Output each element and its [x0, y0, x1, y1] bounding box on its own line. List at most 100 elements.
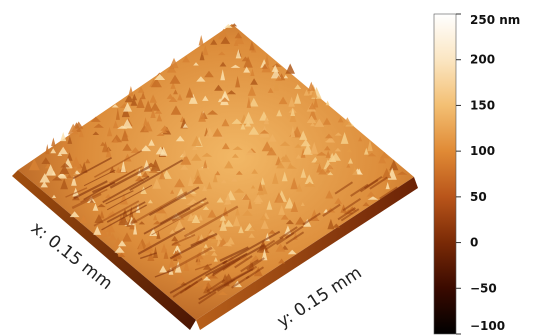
surface-peak	[169, 229, 176, 234]
surface-peak	[334, 147, 342, 152]
colorbar-tick-label: −50	[470, 281, 497, 295]
surface-peak	[118, 215, 130, 226]
surface-streak	[231, 275, 250, 289]
surface-streak	[72, 157, 113, 180]
surface-peak	[169, 74, 181, 84]
surface-streak	[198, 291, 217, 305]
surface-peak	[294, 93, 302, 104]
surface-peak	[198, 111, 206, 122]
surface-peak	[366, 191, 376, 197]
surface-peak	[346, 163, 351, 168]
surface-peak	[176, 274, 187, 284]
surface-peak	[99, 210, 105, 219]
colorbar-tick-label: 50	[470, 190, 487, 204]
surface-peak	[192, 145, 198, 150]
surface-peak	[111, 134, 123, 143]
surface-peak	[334, 132, 342, 136]
surface-peak	[325, 100, 330, 106]
surface-peak	[271, 64, 279, 72]
surface-streak	[322, 203, 341, 217]
surface-peak	[105, 222, 116, 233]
surface-peak	[263, 115, 270, 125]
surface-peak	[133, 223, 138, 235]
surface-peak	[130, 147, 141, 153]
surface-peak	[290, 177, 298, 190]
surface-streak	[92, 181, 116, 194]
surface-peak	[218, 28, 229, 40]
surface-streak	[169, 259, 228, 294]
surface-peak	[251, 168, 258, 174]
surface-peak	[224, 160, 234, 169]
surface-peak	[169, 222, 178, 227]
surface-peak	[180, 154, 192, 165]
surface-peak	[248, 225, 257, 231]
surface-peak	[143, 117, 148, 126]
surface-peaks	[28, 23, 408, 295]
surface-peak	[166, 65, 177, 73]
surface-peak	[41, 157, 51, 164]
surface-peak	[207, 209, 217, 218]
surface-peak	[250, 78, 258, 85]
surface-streak	[194, 263, 212, 271]
surface-peak	[223, 219, 234, 227]
surface-peak	[389, 159, 399, 171]
surface-peak	[93, 123, 104, 128]
surface-peak	[243, 66, 251, 73]
surface-streak	[102, 175, 150, 204]
surface-streak	[219, 246, 249, 262]
surface-peak	[364, 147, 369, 155]
surface-peak	[260, 220, 269, 229]
surface-peak	[185, 87, 194, 98]
surface-peak	[328, 152, 337, 162]
surface-peak	[337, 117, 344, 123]
surface-peak	[39, 173, 51, 183]
surface-peak	[70, 164, 76, 174]
surface-peak	[207, 110, 218, 115]
surface-peak	[324, 133, 333, 139]
surface-streak	[139, 252, 157, 260]
surface-peak	[221, 179, 227, 184]
surface-peak	[219, 213, 227, 221]
surface-peak	[295, 216, 306, 225]
surface-peak	[272, 172, 279, 184]
surface-peak	[150, 159, 161, 171]
surface-peak	[235, 207, 240, 216]
surface-peak	[213, 233, 223, 240]
surface-peak	[214, 84, 223, 91]
surface-peak	[248, 126, 260, 135]
surface-peak	[281, 171, 288, 182]
surface-peak	[183, 259, 190, 271]
surface-streak	[279, 226, 298, 240]
surface-peak	[202, 45, 209, 56]
surface-peak	[323, 145, 331, 151]
surface-peak	[111, 104, 119, 108]
surface-streak	[222, 257, 241, 271]
surface-peak	[180, 164, 189, 170]
surface-peak	[235, 170, 243, 175]
surface-peak	[325, 168, 331, 173]
surface-peak	[112, 138, 119, 143]
surface-peak	[185, 193, 195, 198]
surface-peak	[327, 218, 335, 230]
colorbar-tick-label: 250 nm	[470, 13, 520, 27]
surface-peak	[232, 146, 243, 150]
surface-streak	[171, 234, 196, 246]
surface-peak	[168, 96, 178, 102]
surface-peak	[150, 78, 162, 88]
surface-peak	[187, 213, 195, 222]
surface-streak	[206, 278, 226, 293]
surface-peak	[362, 202, 370, 207]
surface-peak	[121, 129, 129, 142]
surface-peak	[148, 169, 160, 173]
surface-peak	[300, 148, 306, 158]
surface-peak	[106, 127, 113, 137]
surface-peak	[155, 146, 166, 155]
surface-peak	[352, 165, 358, 175]
surface-peak	[243, 56, 253, 68]
surface-peak	[334, 197, 343, 204]
surface-peak	[232, 216, 241, 227]
surface-streak	[159, 197, 207, 225]
surface-peak	[294, 84, 302, 89]
surface-streak	[340, 208, 360, 222]
